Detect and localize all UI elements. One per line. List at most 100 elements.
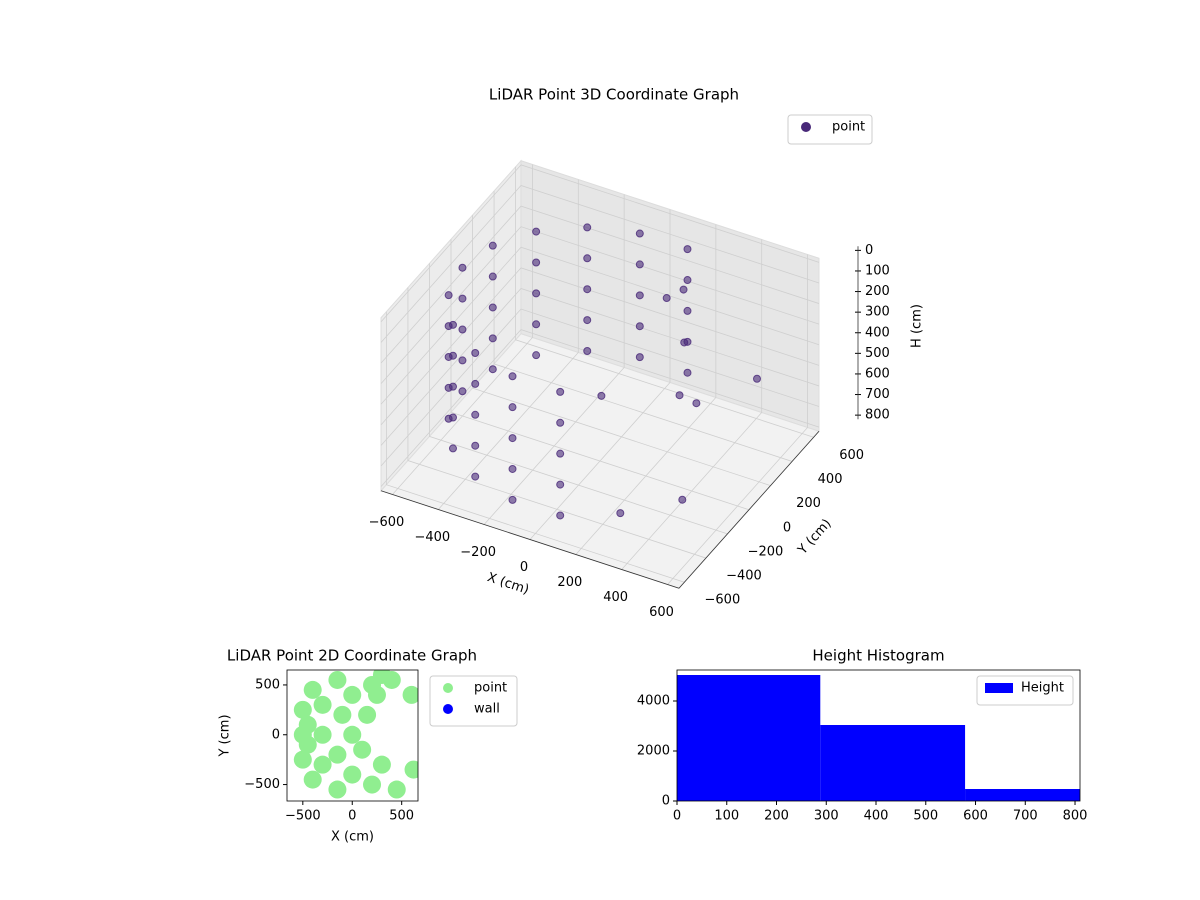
point: [298, 735, 317, 754]
point: [488, 272, 497, 281]
point: [343, 685, 362, 704]
bar: [965, 789, 1080, 801]
grid-line: [392, 164, 533, 495]
point: [448, 320, 457, 329]
point: [662, 294, 671, 303]
grid-line: [380, 287, 820, 446]
legend-label: point: [474, 681, 507, 696]
point: [458, 263, 467, 272]
point: [597, 391, 606, 400]
point: [583, 254, 592, 263]
point: [508, 464, 517, 473]
y-tick-label: 200: [796, 496, 821, 511]
plot-area: [293, 670, 418, 799]
x-tick-label: 300: [814, 809, 839, 824]
point: [635, 291, 644, 300]
y-axis-label: Y (cm): [795, 516, 835, 558]
x-tick-label: −200: [460, 545, 496, 560]
point: [372, 670, 391, 684]
chart-title: LiDAR Point 2D Coordinate Graph: [227, 647, 477, 665]
point: [678, 495, 687, 504]
point: [556, 449, 565, 458]
grid-line: [621, 239, 763, 570]
z-tick-label: 600: [865, 366, 890, 381]
axes-frame: [676, 669, 1081, 802]
point: [458, 387, 467, 396]
point: [448, 382, 457, 391]
x-tick-label: 500: [913, 809, 938, 824]
point: [444, 291, 453, 300]
point: [448, 444, 457, 453]
z-tick-label: 500: [865, 346, 890, 361]
y-tick-label: 0: [662, 794, 670, 809]
x-axis-line: [380, 490, 680, 589]
grid-line: [380, 185, 820, 343]
grid-line: [438, 179, 579, 510]
point: [471, 349, 480, 358]
point: [508, 403, 517, 412]
point: [488, 303, 497, 312]
grid-line: [667, 254, 808, 585]
grid-line: [472, 215, 771, 486]
x-tick-label: 0: [673, 809, 681, 824]
legend-label: point: [832, 120, 865, 135]
point: [358, 705, 377, 724]
legend-box: [787, 114, 873, 145]
x-axis-label: X (cm): [331, 830, 374, 845]
x-tick-label: −500: [285, 809, 321, 824]
legend-marker: [443, 683, 453, 693]
z-tick-label: 300: [865, 305, 890, 320]
point: [448, 351, 457, 360]
point: [328, 745, 347, 764]
point: [328, 670, 347, 689]
point: [683, 276, 692, 285]
point: [508, 434, 517, 443]
grid-line: [380, 205, 820, 364]
point: [635, 229, 644, 238]
x-tick-label: 400: [603, 590, 628, 605]
y-tick-label: −200: [748, 544, 784, 559]
point: [471, 472, 480, 481]
x-tick-label: 200: [557, 575, 582, 590]
point: [635, 353, 644, 362]
point: [328, 780, 347, 799]
point: [343, 725, 362, 744]
point: [508, 372, 517, 381]
grid-line: [515, 166, 814, 438]
z-tick-label: 700: [865, 387, 890, 402]
z-tick-label: 800: [865, 408, 890, 423]
grid-line: [575, 224, 717, 555]
z-tick-label: 200: [865, 284, 890, 299]
point: [448, 413, 457, 422]
y-axis-line: [678, 430, 820, 589]
z-axis-label: H (cm): [910, 304, 925, 348]
point: [532, 289, 541, 298]
point: [303, 770, 322, 789]
point: [556, 480, 565, 489]
point: [298, 715, 317, 734]
point: [293, 750, 312, 769]
point: [313, 755, 332, 774]
grid-line: [529, 209, 671, 540]
point: [363, 775, 382, 794]
point: [508, 495, 517, 504]
grid-line: [380, 329, 820, 487]
y-tick-label: −400: [726, 569, 762, 584]
chart-title: Height Histogram: [812, 647, 944, 665]
x-tick-label: 400: [864, 809, 889, 824]
z-tick-label: 100: [865, 263, 890, 278]
point: [675, 391, 684, 400]
y-tick-label: 4000: [637, 694, 670, 709]
x-tick-label: 200: [764, 809, 789, 824]
x-tick-label: 500: [389, 809, 414, 824]
point: [583, 223, 592, 232]
point: [683, 245, 692, 254]
y-tick-label: −600: [705, 593, 741, 608]
point: [679, 285, 688, 294]
point: [313, 725, 332, 744]
point: [313, 695, 332, 714]
grid-line: [380, 246, 820, 405]
point: [458, 325, 467, 334]
point: [471, 410, 480, 419]
x-tick-label: 600: [649, 605, 674, 620]
